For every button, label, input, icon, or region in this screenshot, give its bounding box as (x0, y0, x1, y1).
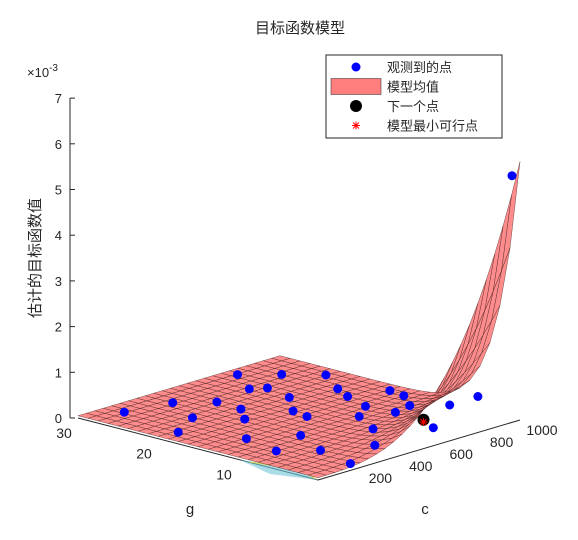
z-tick-label: 4 (55, 228, 62, 243)
g-tick-label: 30 (56, 425, 72, 441)
observed-point (271, 446, 281, 456)
observed-point (296, 430, 306, 440)
observed-point (345, 459, 355, 469)
observed-point (354, 412, 364, 421)
c-axis-line (317, 419, 521, 481)
observed-point (405, 401, 415, 411)
c-tick-labels: 200 400 600 800 1000 (369, 422, 558, 486)
observed-point (212, 397, 222, 407)
legend-label: 模型最小可行点 (387, 120, 478, 135)
z-exponent-label: ×10-3 (27, 63, 58, 80)
asterisk-stroke (420, 418, 427, 426)
observed-point (445, 400, 455, 410)
observed-point (473, 392, 483, 401)
observed-point (399, 391, 409, 401)
z-tick-label: 7 (55, 91, 62, 106)
surface-patch (270, 355, 291, 361)
observed-point (302, 412, 312, 421)
observed-point (241, 434, 251, 444)
observed-point (321, 370, 331, 380)
z-tick-label: 2 (55, 320, 62, 335)
c-tick-label: 800 (490, 434, 514, 450)
c-tick-label: 1000 (526, 422, 557, 438)
observed-point (288, 406, 298, 416)
observed-point (390, 407, 400, 417)
observed-point (368, 424, 378, 434)
z-tick-label: 1 (55, 365, 62, 380)
z-axis: 0 1 2 3 4 5 6 7 ×10-3 估计的目标函数值 (26, 63, 75, 426)
g-axis-label: g (186, 501, 194, 518)
z-tick-label: 5 (55, 183, 62, 198)
legend-black-dot-marker (350, 100, 362, 112)
observed-point (284, 392, 294, 402)
legend-blue-dot-marker (351, 62, 361, 72)
g-tick-label: 10 (216, 466, 232, 482)
legend-label: 下一个点 (387, 100, 439, 115)
g-tick-label: 20 (136, 446, 152, 462)
observed-point (168, 398, 178, 408)
observed-point (333, 384, 343, 394)
observed-point (385, 386, 395, 396)
observed-point (119, 407, 129, 417)
c-tick-label: 200 (369, 470, 393, 486)
observed-points (119, 171, 517, 469)
g-tick-labels: 10 20 30 (56, 425, 232, 482)
observed-point (240, 414, 250, 424)
contour-shadow (240, 460, 318, 480)
observed-point (188, 413, 197, 423)
observed-point (262, 383, 272, 393)
legend-patch-marker (330, 78, 382, 95)
legend-asterisk-marker (352, 122, 360, 129)
observed-point (428, 423, 438, 433)
model-surface (77, 161, 521, 478)
observed-point (343, 392, 353, 401)
observed-point (173, 427, 183, 437)
observed-point (507, 171, 517, 181)
chart-title: 目标函数模型 (255, 19, 345, 37)
observed-point (316, 445, 325, 455)
c-tick-label: 400 (409, 458, 433, 474)
observed-point (236, 404, 246, 414)
z-tick-label: 6 (55, 137, 62, 152)
observed-point (277, 369, 287, 379)
legend-label: 模型均值 (387, 80, 439, 96)
z-axis-label: 估计的目标函数值 (26, 198, 44, 318)
observed-point (233, 370, 242, 380)
observed-point (361, 401, 370, 411)
legend-label: 观测到的点 (387, 60, 452, 76)
observed-point (244, 384, 254, 394)
c-tick-label: 600 (450, 446, 474, 462)
c-axis-label: c (421, 501, 429, 518)
model-min-feasible-marker (419, 418, 428, 426)
z-tick-label: 3 (55, 274, 62, 289)
observed-point (370, 440, 380, 450)
z-tick-labels: 0 1 2 3 4 5 6 7 (55, 91, 75, 426)
z-tick-label: 0 (55, 411, 62, 426)
